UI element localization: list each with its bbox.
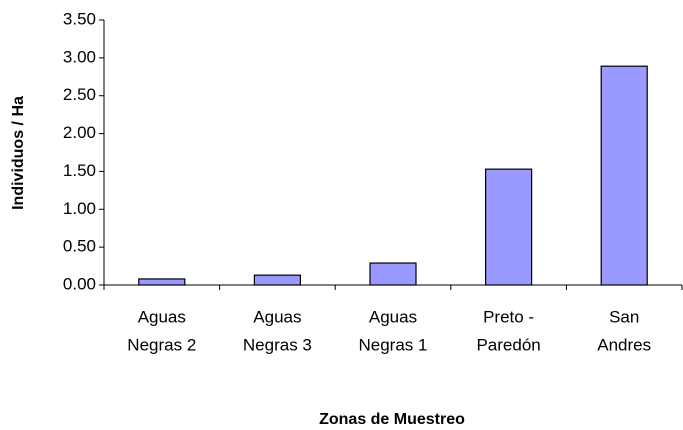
y-tick-label: 2.00 <box>63 123 96 142</box>
x-tick-label: Preto - <box>483 307 534 326</box>
x-tick-label: Paredón <box>476 335 540 354</box>
bar <box>485 168 533 286</box>
x-tick-label: Aguas <box>138 307 186 326</box>
y-tick-label: 0.00 <box>63 274 96 293</box>
bar <box>369 262 417 286</box>
x-tick-label: Aguas <box>369 307 417 326</box>
bar <box>253 274 301 286</box>
x-tick-label: Aguas <box>253 307 301 326</box>
bar <box>138 278 186 286</box>
bar <box>600 65 648 286</box>
y-tick-label: 0.50 <box>63 237 96 256</box>
y-tick-label: 2.50 <box>63 85 96 104</box>
x-tick-label: Negras 1 <box>359 335 428 354</box>
x-axis-title: Zonas de Muestreo <box>319 411 465 428</box>
x-tick-label: Andres <box>597 335 651 354</box>
y-tick-label: 3.00 <box>63 47 96 66</box>
y-axis-title: Individuos / Ha <box>10 96 27 210</box>
y-tick-label: 1.50 <box>63 161 96 180</box>
x-tick-label: Negras 3 <box>243 335 312 354</box>
y-tick-label: 1.00 <box>63 199 96 218</box>
x-tick-label: Negras 2 <box>127 335 196 354</box>
x-tick-label: San <box>609 307 639 326</box>
y-tick-label: 3.50 <box>63 9 96 28</box>
